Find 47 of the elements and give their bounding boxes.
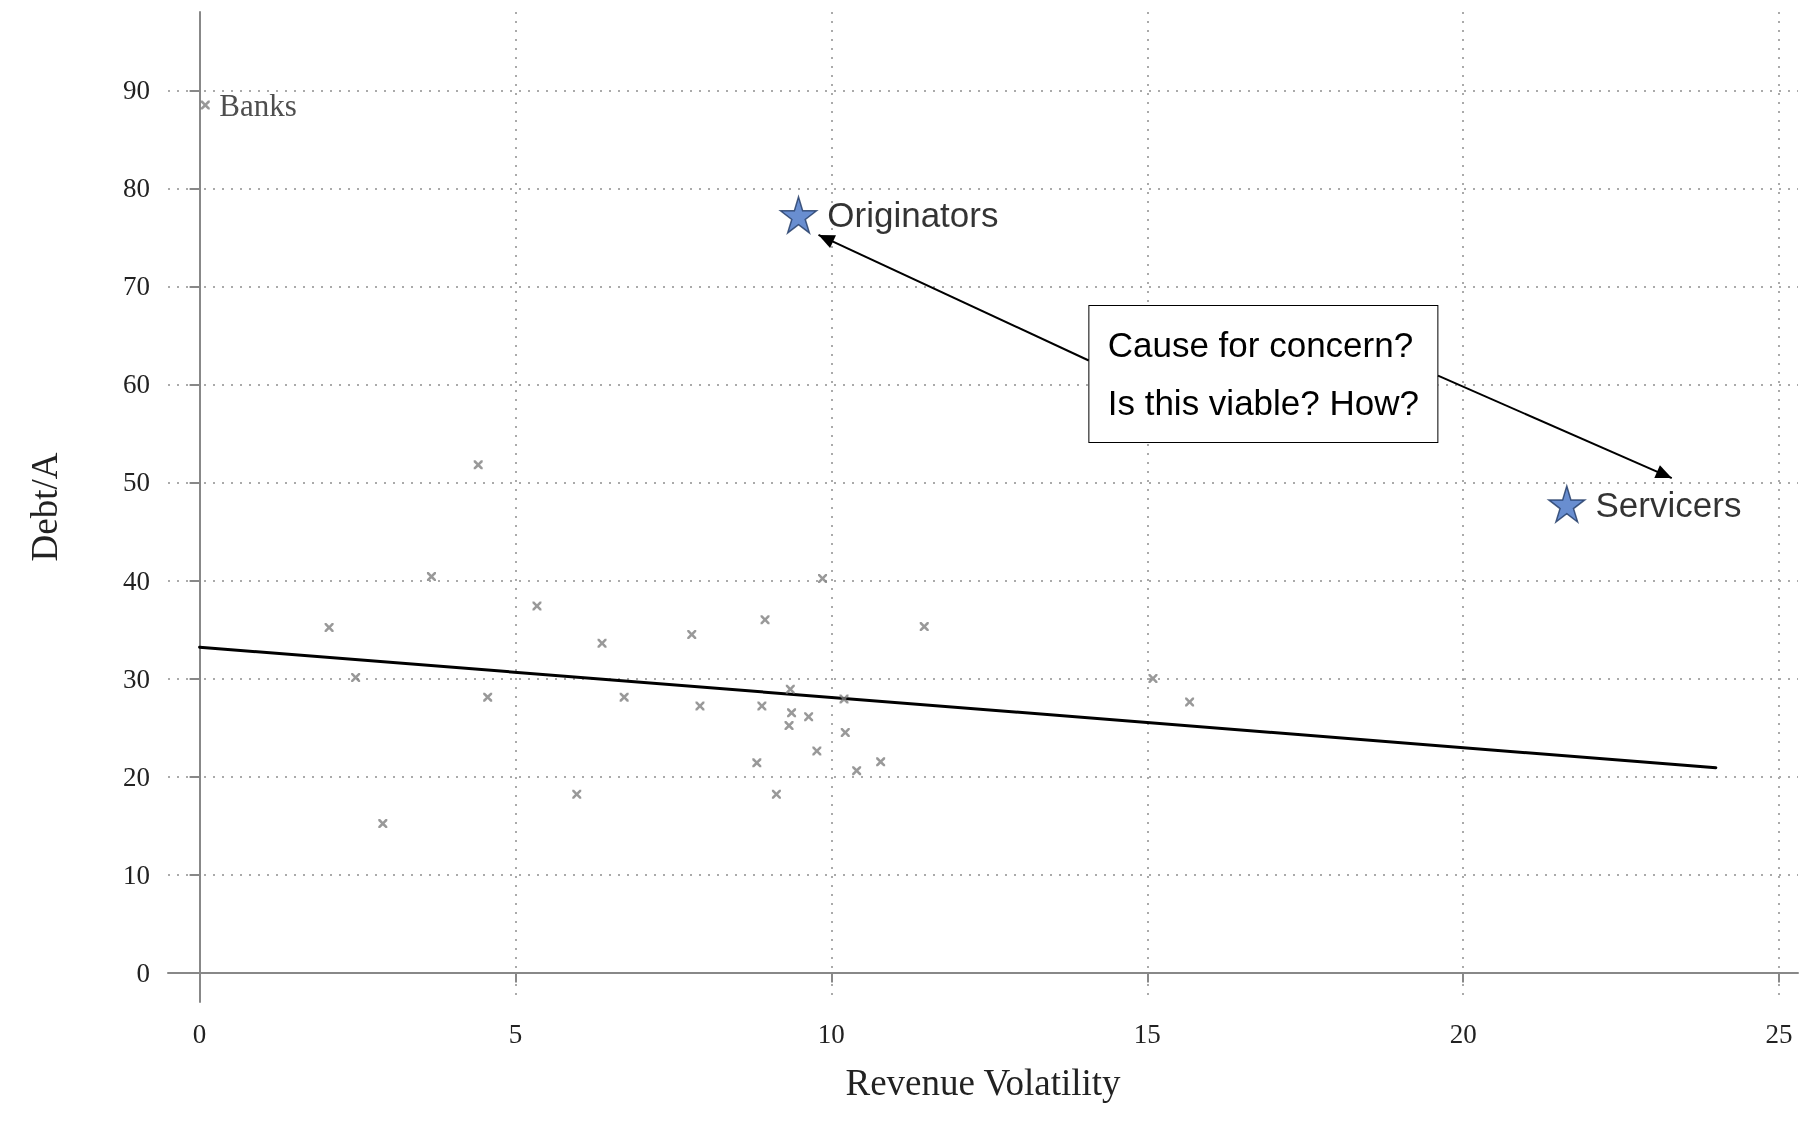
point [812, 746, 822, 756]
series-label: Servicers [1595, 484, 1742, 524]
x-tick-label: 0 [192, 1018, 207, 1049]
point [852, 766, 862, 776]
point [876, 757, 886, 767]
point [1548, 485, 1586, 523]
x-tick-label: 15 [1133, 1018, 1161, 1049]
point [784, 721, 794, 731]
point [771, 789, 781, 799]
x-tick-label: 25 [1765, 1018, 1793, 1049]
point [919, 622, 929, 632]
x-tick-label: 20 [1449, 1018, 1477, 1049]
y-axis-title: Debt/A [24, 452, 65, 562]
y-tick-label: 0 [136, 957, 150, 988]
point [200, 100, 210, 110]
point [1148, 674, 1158, 684]
point [779, 196, 818, 234]
point [473, 460, 483, 470]
point [597, 638, 607, 648]
y-tick-label: 90 [123, 75, 150, 106]
point [619, 692, 629, 702]
point [804, 712, 814, 722]
y-tick-label: 10 [123, 859, 150, 890]
y-tick-label: 30 [123, 663, 150, 694]
series-label: Originators [827, 195, 999, 235]
point [378, 819, 388, 829]
annotation: Banks [219, 87, 297, 123]
point [1185, 697, 1195, 707]
point [752, 758, 762, 768]
y-tick-label: 40 [123, 565, 150, 596]
point [324, 623, 334, 633]
y-tick-label: 20 [123, 761, 150, 792]
x-tick-label: 5 [508, 1018, 523, 1049]
y-tick-label: 80 [123, 173, 150, 204]
y-tick-label: 50 [123, 467, 150, 498]
point [785, 684, 795, 694]
point [572, 789, 582, 799]
point [687, 629, 697, 639]
point [840, 727, 850, 737]
point [787, 708, 797, 718]
y-tick-label: 70 [123, 271, 150, 302]
x-tick-label: 10 [817, 1018, 845, 1049]
point [760, 615, 770, 625]
annotation: Cause for concern? Is this viable? How? [1088, 305, 1438, 444]
x-axis-title: Revenue Volatility [845, 1062, 1122, 1103]
y-tick-label: 60 [123, 369, 150, 400]
point [483, 692, 493, 702]
